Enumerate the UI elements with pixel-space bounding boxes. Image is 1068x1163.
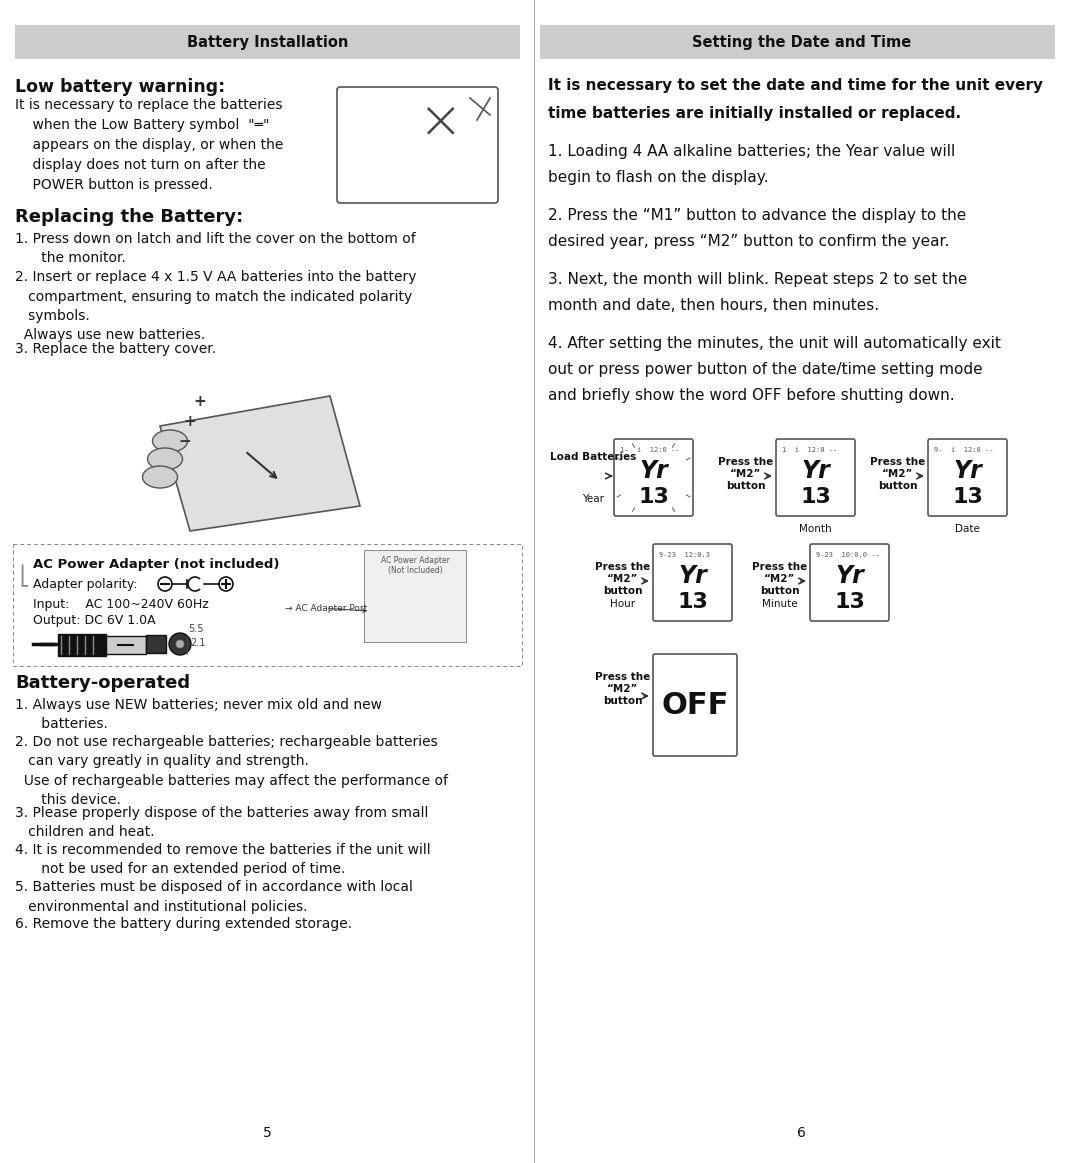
Text: Low battery warning:: Low battery warning: [15, 78, 225, 97]
Text: 5.5: 5.5 [188, 625, 204, 634]
Text: −: − [178, 434, 191, 449]
Text: Battery-operated: Battery-operated [15, 675, 190, 692]
Text: desired year, press “M2” button to confirm the year.: desired year, press “M2” button to confi… [548, 234, 949, 249]
Text: begin to flash on the display.: begin to flash on the display. [548, 170, 769, 185]
Text: 9-23  12:0.3: 9-23 12:0.3 [659, 552, 710, 558]
Text: Date: Date [955, 525, 980, 534]
Text: OFF: OFF [661, 691, 728, 720]
Text: 1. Always use NEW batteries; never mix old and new
      batteries.: 1. Always use NEW batteries; never mix o… [15, 698, 382, 732]
Text: Press the: Press the [595, 672, 650, 682]
Text: 6: 6 [797, 1126, 806, 1140]
Text: 13: 13 [800, 487, 831, 507]
Text: Press the: Press the [595, 562, 650, 572]
FancyBboxPatch shape [776, 438, 855, 516]
Text: 3. Next, the month will blink. Repeat steps 2 to set the: 3. Next, the month will blink. Repeat st… [548, 272, 968, 287]
Text: Yr: Yr [801, 459, 830, 483]
Circle shape [176, 640, 184, 648]
Text: “M2”: “M2” [608, 684, 639, 694]
Text: Setting the Date and Time: Setting the Date and Time [692, 35, 911, 50]
Text: Minute: Minute [763, 599, 798, 609]
Text: out or press power button of the date/time setting mode: out or press power button of the date/ti… [548, 362, 983, 377]
Bar [58, 634, 106, 656]
FancyBboxPatch shape [13, 544, 522, 666]
Circle shape [169, 633, 191, 655]
Text: 5: 5 [263, 1126, 271, 1140]
Polygon shape [160, 395, 360, 531]
Text: 1  i  12:0 --: 1 i 12:0 -- [782, 447, 837, 454]
Text: month and date, then hours, then minutes.: month and date, then hours, then minutes… [548, 298, 879, 313]
Text: Replacing the Battery:: Replacing the Battery: [15, 208, 244, 226]
FancyBboxPatch shape [540, 24, 1055, 59]
Text: 4. After setting the minutes, the unit will automatically exit: 4. After setting the minutes, the unit w… [548, 336, 1001, 351]
FancyBboxPatch shape [653, 544, 732, 621]
Text: Press the: Press the [870, 457, 926, 468]
Text: 6. Remove the battery during extended storage.: 6. Remove the battery during extended st… [15, 916, 352, 932]
Text: Yr: Yr [835, 564, 864, 588]
Text: Press the: Press the [719, 457, 773, 468]
Text: Yr: Yr [639, 459, 668, 483]
Bar [146, 635, 166, 652]
Text: Month: Month [799, 525, 832, 534]
Text: 9-23  10:0.0 --: 9-23 10:0.0 -- [816, 552, 880, 558]
FancyBboxPatch shape [810, 544, 889, 621]
FancyBboxPatch shape [653, 654, 737, 756]
Text: “M2”: “M2” [882, 469, 914, 479]
Text: Hour: Hour [611, 599, 635, 609]
Text: and briefly show the word OFF before shutting down.: and briefly show the word OFF before shu… [548, 388, 955, 404]
Text: Year: Year [582, 494, 604, 504]
Text: → AC Adapter Port: → AC Adapter Port [285, 604, 367, 613]
Text: 1. Press down on latch and lift the cover on the bottom of
      the monitor.: 1. Press down on latch and lift the cove… [15, 231, 415, 265]
Text: 3. Replace the battery cover.: 3. Replace the battery cover. [15, 342, 216, 356]
FancyBboxPatch shape [337, 87, 498, 204]
Text: ⎣: ⎣ [19, 565, 29, 587]
FancyBboxPatch shape [364, 550, 466, 642]
Text: 13: 13 [677, 592, 708, 612]
FancyBboxPatch shape [15, 24, 520, 59]
Text: AC Power Adapter (not included): AC Power Adapter (not included) [33, 558, 280, 571]
Text: button: button [603, 586, 643, 595]
Text: 3. Please properly dispose of the batteries away from small
   children and heat: 3. Please properly dispose of the batter… [15, 806, 428, 840]
Text: Yr: Yr [953, 459, 981, 483]
Text: button: button [760, 586, 800, 595]
Text: It is necessary to set the date and time for the unit every: It is necessary to set the date and time… [548, 78, 1043, 93]
Text: 5. Batteries must be disposed of in accordance with local
   environmental and i: 5. Batteries must be disposed of in acco… [15, 880, 413, 913]
Ellipse shape [142, 466, 177, 488]
Text: 1-  i  12:0 --: 1- i 12:0 -- [621, 447, 679, 454]
Text: 2. Press the “M1” button to advance the display to the: 2. Press the “M1” button to advance the … [548, 208, 967, 223]
Text: button: button [603, 695, 643, 706]
Text: It is necessary to replace the batteries
    when the Low Battery symbol  "═"
  : It is necessary to replace the batteries… [15, 98, 283, 192]
FancyBboxPatch shape [614, 438, 693, 516]
Text: button: button [726, 481, 766, 491]
Text: Input:    AC 100~240V 60Hz: Input: AC 100~240V 60Hz [33, 598, 208, 611]
Text: Press the: Press the [752, 562, 807, 572]
Bar [106, 636, 146, 654]
Text: 2.1: 2.1 [190, 638, 205, 648]
Text: 4. It is recommended to remove the batteries if the unit will
      not be used : 4. It is recommended to remove the batte… [15, 843, 430, 877]
Text: Load Batteries: Load Batteries [550, 452, 637, 462]
Text: Output: DC 6V 1.0A: Output: DC 6V 1.0A [33, 614, 156, 627]
Text: Adapter polarity:: Adapter polarity: [33, 578, 138, 591]
Text: button: button [878, 481, 917, 491]
Text: Yr: Yr [678, 564, 707, 588]
Text: +: + [184, 414, 197, 429]
Text: 9-  i  12:0 --: 9- i 12:0 -- [934, 447, 993, 454]
Text: Battery Installation: Battery Installation [187, 35, 348, 50]
Text: “M2”: “M2” [731, 469, 761, 479]
Text: time batteries are initially installed or replaced.: time batteries are initially installed o… [548, 106, 961, 121]
Text: 2. Insert or replace 4 x 1.5 V AA batteries into the battery
   compartment, ens: 2. Insert or replace 4 x 1.5 V AA batter… [15, 270, 417, 342]
Ellipse shape [147, 448, 183, 470]
Text: 2. Do not use rechargeable batteries; rechargeable batteries
   can vary greatly: 2. Do not use rechargeable batteries; re… [15, 735, 447, 807]
Text: 13: 13 [834, 592, 865, 612]
Text: “M2”: “M2” [608, 575, 639, 584]
Text: 1. Loading 4 AA alkaline batteries; the Year value will: 1. Loading 4 AA alkaline batteries; the … [548, 144, 955, 159]
Text: AC Power Adapter
(Not Included): AC Power Adapter (Not Included) [380, 556, 450, 576]
FancyBboxPatch shape [928, 438, 1007, 516]
Text: 13: 13 [952, 487, 983, 507]
Text: +: + [193, 394, 206, 409]
Text: “M2”: “M2” [765, 575, 796, 584]
Ellipse shape [153, 430, 188, 452]
Text: 13: 13 [638, 487, 669, 507]
